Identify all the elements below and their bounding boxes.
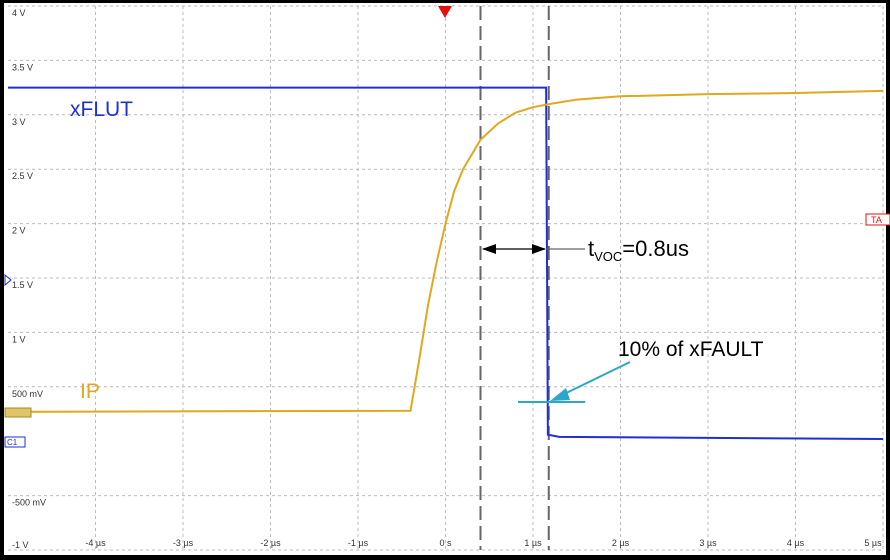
series-label: IP: [80, 380, 100, 403]
delay-rest: =0.8us: [622, 236, 689, 261]
delay-sub: VOC: [594, 249, 622, 264]
x-tick-label: 4 µs: [787, 538, 805, 548]
x-tick-label: 5 µs: [864, 538, 882, 548]
y-tick-label: 1.5 V: [12, 280, 33, 290]
delay-dimension: [482, 244, 585, 254]
level-marker: [4, 273, 12, 287]
x-tick-label: -3 µs: [173, 538, 194, 548]
x-tick-label: 2 µs: [612, 538, 630, 548]
trace: [8, 86, 884, 441]
y-tick-label: 500 mV: [12, 389, 43, 399]
level-arrow: [557, 361, 631, 398]
delay-t: t: [588, 236, 594, 261]
y-tick-label: 1 V: [12, 334, 26, 344]
x-tick-label: 3 µs: [699, 538, 717, 548]
x-tick-label: -1 µs: [348, 538, 369, 548]
x-tick-label: -4 µs: [85, 538, 106, 548]
trigger-channel-marker: [865, 213, 890, 226]
y-tick-label: 2.5 V: [12, 171, 33, 181]
y-tick-label: 4 V: [12, 8, 26, 18]
y-tick-label: 3.5 V: [12, 62, 33, 72]
delay-label: tVOC=0.8us: [588, 236, 689, 264]
y-tick-label: -500 mV: [12, 498, 46, 508]
x-tick-label: -2 µs: [260, 538, 281, 548]
trace: [7, 89, 884, 413]
level-label: 10% of xFAULT: [618, 338, 764, 361]
level-arrowhead: [550, 388, 570, 401]
series-label: xFLUT: [70, 98, 133, 121]
trigger-marker: [438, 6, 452, 18]
y-tick-label: -1 V: [12, 540, 29, 550]
x-tick-label: 1 µs: [524, 538, 542, 548]
c1-channel-marker: [4, 436, 26, 448]
channel-label: C1: [7, 438, 18, 447]
trigger-label: TA: [871, 215, 882, 225]
y-tick-label: 2 V: [12, 226, 26, 236]
ip-channel-marker: [4, 407, 32, 418]
y-tick-label: 3 V: [12, 117, 26, 127]
x-tick-label: 0 s: [439, 538, 452, 548]
